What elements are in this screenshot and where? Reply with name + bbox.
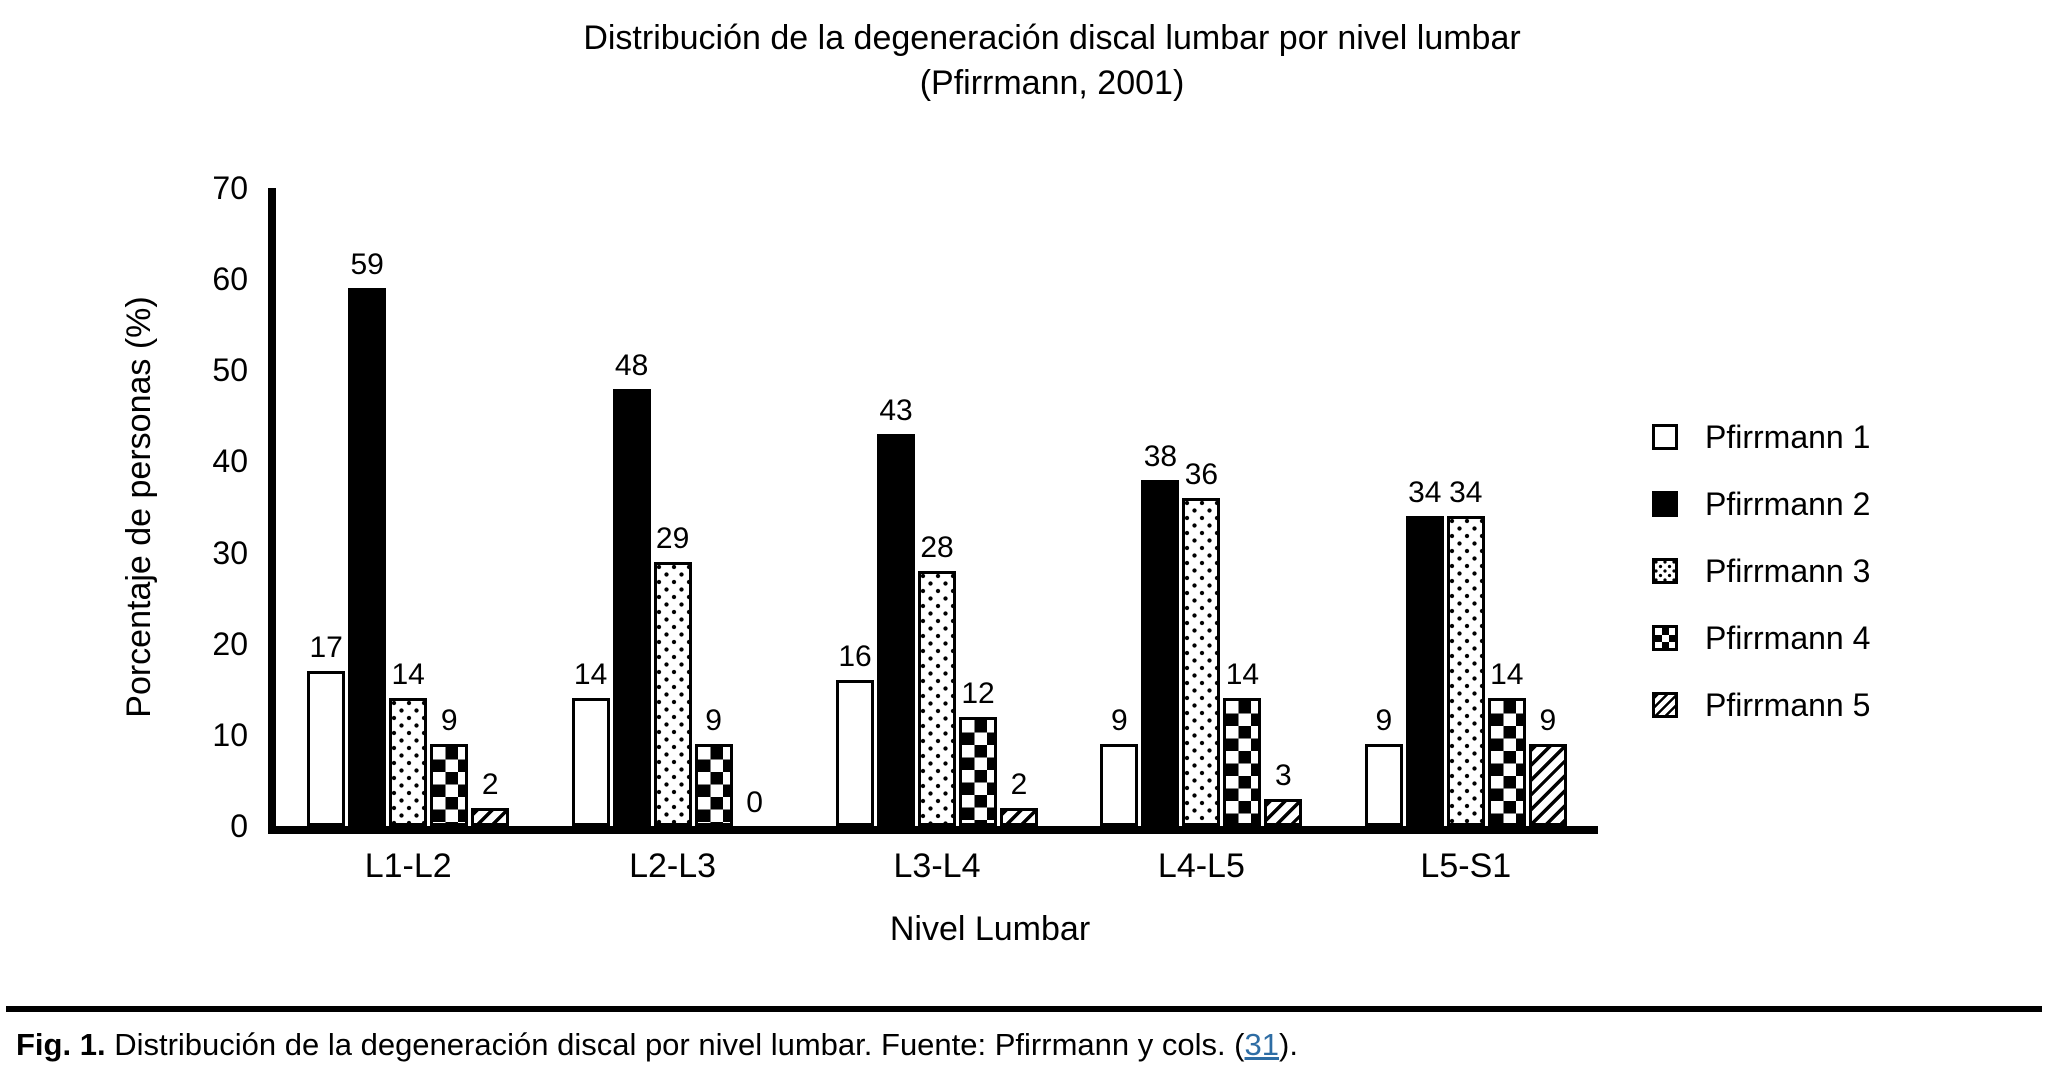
y-tick-label-60: 60 bbox=[212, 261, 248, 298]
bar-value-label-L3-L4-pfirrmann-2: 43 bbox=[879, 394, 913, 428]
bar-L5-S1-pfirrmann-3 bbox=[1446, 516, 1485, 826]
chart-legend: Pfirrmann 1 Pfirrmann 2 Pfirrmann 3 Pfirrma… bbox=[1652, 403, 2032, 738]
bar-value-label-L5-S1-pfirrmann-5: 9 bbox=[1539, 703, 1557, 737]
legend-item-pfirrmann-1: Pfirrmann 1 bbox=[1652, 403, 2032, 470]
bars-layer: 17 59 14 9 2 14 48 29 9 0 16 43 28 12 2 9 38 36 14 3 9 34 34 14… bbox=[276, 188, 1598, 826]
x-category-label-L4-L5: L4-L5 bbox=[1157, 847, 1245, 885]
bar-value-label-L4-L5-pfirrmann-4: 14 bbox=[1225, 658, 1260, 692]
bar-value-label-L5-S1-pfirrmann-2: 34 bbox=[1408, 476, 1442, 510]
bar-value-label-L2-L3-pfirrmann-3: 29 bbox=[655, 521, 690, 555]
bar-value-label-L1-L2-pfirrmann-1: 17 bbox=[309, 631, 343, 665]
x-category-label-L3-L4: L3-L4 bbox=[893, 847, 981, 885]
bar-L2-L3-pfirrmann-2 bbox=[612, 388, 651, 826]
bar-value-label-L2-L3-pfirrmann-2: 48 bbox=[614, 348, 649, 382]
bar-value-label-L1-L2-pfirrmann-4: 9 bbox=[440, 703, 458, 737]
x-category-label-L5-S1: L5-S1 bbox=[1420, 847, 1512, 885]
bar-L1-L2-pfirrmann-3 bbox=[389, 698, 428, 826]
dots-legend-marker-icon bbox=[1652, 557, 1678, 584]
bar-value-label-L2-L3-pfirrmann-1: 14 bbox=[573, 658, 608, 692]
y-tick-label-70: 70 bbox=[212, 170, 248, 206]
figure-caption-suffix: ). bbox=[1279, 1027, 1298, 1062]
y-tick-label-10: 10 bbox=[212, 716, 248, 753]
bar-L4-L5-pfirrmann-5 bbox=[1264, 798, 1303, 826]
y-tick-label-40: 40 bbox=[212, 443, 248, 480]
bar-L4-L5-pfirrmann-1 bbox=[1100, 743, 1139, 826]
bar-L4-L5-pfirrmann-4 bbox=[1223, 698, 1262, 826]
reference-link-31[interactable]: 31 bbox=[1244, 1027, 1279, 1062]
figure-caption-text: Distribución de la degeneración discal p… bbox=[105, 1027, 1245, 1062]
bar-value-label-L1-L2-pfirrmann-5: 2 bbox=[481, 767, 499, 801]
figure-caption-number: Fig. 1. bbox=[16, 1027, 106, 1062]
legend-label: Pfirrmann 1 bbox=[1705, 418, 1871, 455]
legend-label: Pfirrmann 4 bbox=[1705, 619, 1871, 656]
bar-L2-L3-pfirrmann-4 bbox=[694, 743, 733, 826]
plot-area-axes bbox=[268, 188, 1598, 834]
legend-item-pfirrmann-5: Pfirrmann 5 bbox=[1652, 671, 2032, 738]
figure-caption: Fig. 1. Distribución de la degeneración … bbox=[16, 1024, 2032, 1066]
caption-divider-line bbox=[6, 1006, 2042, 1012]
bar-L1-L2-pfirrmann-5 bbox=[471, 807, 510, 826]
bar-L4-L5-pfirrmann-2 bbox=[1141, 479, 1180, 826]
y-tick-label-0: 0 bbox=[230, 808, 248, 844]
legend-item-pfirrmann-4: Pfirrmann 4 bbox=[1652, 604, 2032, 671]
bar-L3-L4-pfirrmann-5 bbox=[1000, 807, 1038, 826]
bar-value-label-L5-S1-pfirrmann-4: 14 bbox=[1490, 658, 1524, 692]
bar-value-label-L2-L3-pfirrmann-5: 0 bbox=[746, 786, 763, 819]
bar-L1-L2-pfirrmann-2 bbox=[348, 288, 387, 826]
bar-L5-S1-pfirrmann-4 bbox=[1487, 698, 1526, 826]
solid-black-legend-marker-icon bbox=[1652, 490, 1678, 517]
bar-L2-L3-pfirrmann-1 bbox=[571, 698, 610, 826]
bar-L4-L5-pfirrmann-3 bbox=[1182, 497, 1221, 826]
y-tick-label-30: 30 bbox=[212, 534, 248, 571]
bar-value-label-L5-S1-pfirrmann-3: 34 bbox=[1449, 476, 1483, 510]
outline-white-legend-marker-icon bbox=[1652, 423, 1678, 450]
legend-label: Pfirrmann 2 bbox=[1705, 485, 1871, 522]
bar-value-label-L3-L4-pfirrmann-4: 12 bbox=[961, 676, 995, 710]
y-tick-label-50: 50 bbox=[212, 352, 248, 389]
bar-L5-S1-pfirrmann-1 bbox=[1364, 743, 1403, 826]
bar-value-label-L4-L5-pfirrmann-1: 9 bbox=[1111, 703, 1128, 737]
bar-value-label-L3-L4-pfirrmann-3: 28 bbox=[920, 530, 954, 564]
legend-item-pfirrmann-2: Pfirrmann 2 bbox=[1652, 470, 2032, 537]
bar-value-label-L4-L5-pfirrmann-3: 36 bbox=[1184, 457, 1219, 491]
bar-value-label-L5-S1-pfirrmann-1: 9 bbox=[1375, 703, 1393, 737]
bar-L3-L4-pfirrmann-4 bbox=[959, 716, 997, 826]
chart-title-line1: Distribución de la degeneración discal l… bbox=[583, 19, 1521, 57]
bar-L2-L3-pfirrmann-3 bbox=[653, 561, 692, 826]
x-category-label-L1-L2: L1-L2 bbox=[364, 847, 452, 885]
bar-value-label-L1-L2-pfirrmann-2: 59 bbox=[350, 248, 384, 282]
bar-L3-L4-pfirrmann-1 bbox=[836, 680, 874, 826]
legend-label: Pfirrmann 5 bbox=[1705, 686, 1871, 723]
checkerboard-legend-marker-icon bbox=[1652, 624, 1678, 651]
legend-label: Pfirrmann 3 bbox=[1705, 552, 1871, 589]
x-category-label-L2-L3: L2-L3 bbox=[629, 847, 717, 885]
bar-L5-S1-pfirrmann-2 bbox=[1405, 516, 1444, 826]
bar-value-label-L2-L3-pfirrmann-4: 9 bbox=[705, 703, 722, 737]
chart-title: Distribución de la degeneración discal l… bbox=[52, 16, 2048, 106]
y-tick-label-20: 20 bbox=[212, 625, 248, 662]
bar-value-label-L1-L2-pfirrmann-3: 14 bbox=[391, 658, 425, 692]
bar-L1-L2-pfirrmann-4 bbox=[430, 743, 469, 826]
chart-title-line2: (Pfirrmann, 2001) bbox=[919, 64, 1185, 102]
diagonal-stripes-legend-marker-icon bbox=[1652, 691, 1678, 718]
bar-value-label-L3-L4-pfirrmann-5: 2 bbox=[1010, 767, 1028, 801]
bar-L5-S1-pfirrmann-5 bbox=[1528, 743, 1567, 826]
bar-L3-L4-pfirrmann-2 bbox=[877, 434, 915, 826]
x-axis-title: Nivel Lumbar bbox=[889, 910, 1091, 948]
bar-value-label-L4-L5-pfirrmann-5: 3 bbox=[1275, 758, 1292, 792]
bar-L3-L4-pfirrmann-3 bbox=[918, 570, 956, 826]
bar-L1-L2-pfirrmann-1 bbox=[307, 671, 346, 826]
legend-item-pfirrmann-3: Pfirrmann 3 bbox=[1652, 537, 2032, 604]
bar-value-label-L3-L4-pfirrmann-1: 16 bbox=[838, 640, 872, 674]
bar-value-label-L4-L5-pfirrmann-2: 38 bbox=[1143, 439, 1178, 473]
